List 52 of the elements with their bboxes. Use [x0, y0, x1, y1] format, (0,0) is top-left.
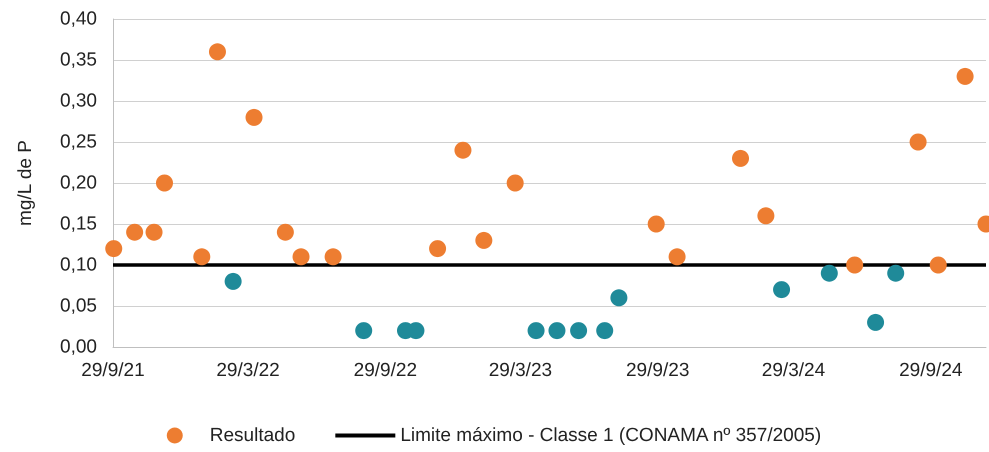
y-tick-label: 0,25	[60, 132, 97, 152]
y-tick-label: 0,05	[60, 296, 97, 316]
point	[867, 314, 884, 331]
point	[324, 248, 342, 266]
y-axis-title: mg/L de P	[15, 140, 36, 226]
point	[820, 264, 838, 282]
legend-label: Limite máximo - Classe 1 (CONAMA nº 357/2005)	[400, 425, 822, 446]
y-tick-label: 0,10	[60, 254, 97, 276]
point	[146, 224, 163, 241]
point	[610, 289, 628, 306]
point	[355, 322, 372, 340]
point	[246, 108, 263, 126]
point	[570, 322, 588, 340]
point	[156, 174, 173, 192]
x-tick-label: 29/9/21	[81, 360, 145, 381]
point	[475, 232, 492, 249]
point	[757, 207, 774, 224]
x-tick-label: 29/3/24	[762, 360, 826, 381]
x-tick-label: 29/9/23	[626, 360, 690, 381]
y-tick-label: 0,35	[60, 50, 97, 70]
point	[429, 240, 446, 258]
point	[276, 224, 294, 241]
point	[292, 248, 310, 266]
point	[105, 240, 122, 258]
point	[846, 256, 864, 274]
y-tick-label: 0,20	[60, 172, 97, 194]
point	[528, 322, 545, 340]
x-tick-label: 29/9/24	[899, 360, 963, 381]
point	[910, 134, 927, 150]
y-tick-label: 0,30	[60, 90, 97, 112]
x-tick-label: 29/3/23	[488, 360, 552, 381]
point	[126, 224, 144, 241]
point	[506, 174, 524, 192]
point	[454, 142, 472, 159]
y-tick-label: 0,00	[60, 336, 97, 358]
legend-label: Resultado	[210, 425, 296, 446]
y-tick-label: 0,40	[60, 8, 97, 30]
point	[224, 272, 242, 290]
x-tick-label: 29/9/22	[354, 360, 418, 381]
point	[596, 322, 614, 340]
point	[193, 248, 210, 266]
point	[548, 322, 566, 340]
point	[732, 150, 750, 167]
point	[773, 281, 790, 298]
y-tick-label: 0,15	[60, 214, 97, 234]
point	[930, 256, 947, 274]
point	[956, 68, 974, 85]
x-tick-label: 29/3/22	[216, 360, 280, 381]
point	[887, 264, 904, 282]
point	[648, 216, 665, 232]
point	[668, 248, 686, 266]
point	[208, 43, 226, 60]
